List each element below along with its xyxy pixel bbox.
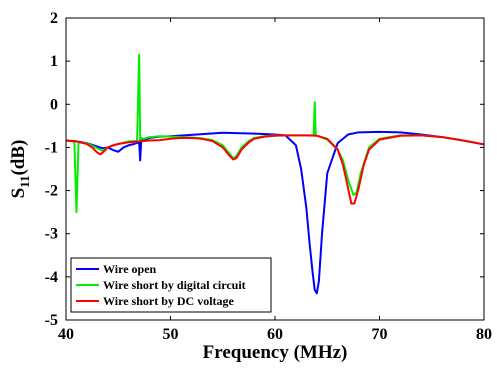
x-tick-label: 40 (58, 326, 74, 343)
legend-label-1: Wire open (103, 262, 157, 276)
y-axis-label-base: S (8, 188, 29, 199)
y-tick-label: 2 (50, 10, 58, 27)
y-tick-label: 0 (50, 96, 58, 113)
series-layer (66, 53, 484, 295)
y-axis-label-rest: (dB) (8, 140, 29, 176)
x-tick-label: 70 (372, 326, 388, 343)
x-tick-label: 50 (163, 326, 179, 343)
y-tick-label: -2 (45, 183, 58, 200)
y-tick-label: -1 (45, 139, 58, 156)
series-line-2 (66, 53, 484, 214)
y-tick-label: -3 (45, 226, 58, 243)
y-tick-label: -5 (45, 312, 58, 329)
x-tick-label: 60 (267, 326, 283, 343)
y-axis-label: S11(dB) (8, 140, 32, 199)
legend-label-2: Wire short by digital circuit (103, 278, 246, 292)
x-tick-label: 80 (476, 326, 492, 343)
legend-label-3: Wire short by DC voltage (103, 294, 235, 308)
y-tick-label: 1 (50, 53, 58, 70)
y-axis-label-sub: 11 (17, 176, 32, 188)
x-axis-label: Frequency (MHz) (203, 342, 348, 363)
series-line-1 (66, 130, 484, 295)
series-line-3 (66, 134, 484, 205)
legend-box (70, 257, 272, 313)
y-tick-label: -4 (45, 269, 58, 286)
ticks-layer: 40 50 60 70 80 2 1 0 -1 -2 -3 -4 -5 (45, 10, 492, 343)
legend: Wire open Wire short by digital circuit Wi… (70, 257, 272, 313)
